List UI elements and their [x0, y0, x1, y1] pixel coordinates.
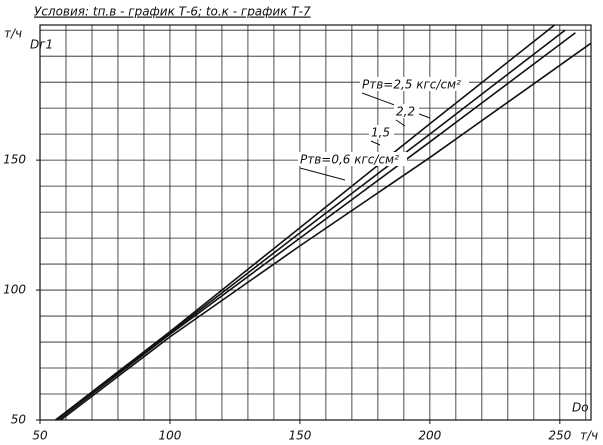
leader-line: [299, 167, 346, 181]
series-label: 2,2: [396, 105, 415, 119]
y-unit: т/ч: [4, 27, 22, 41]
y-label: Dг1: [30, 38, 53, 52]
y-tick-label: 150: [3, 153, 26, 167]
series-label: 1,5: [371, 126, 390, 140]
x-tick-label: 250: [548, 429, 571, 443]
x-label: Dо: [572, 401, 589, 415]
plot-frame: [39, 24, 592, 421]
series-line: [55, 24, 556, 421]
series-label: Pтв=0,6 кгс/см²: [300, 153, 399, 167]
x-tick-label: 100: [158, 429, 181, 443]
leader-line: [395, 119, 406, 127]
leader-line: [370, 140, 381, 146]
y-tick-label: 100: [3, 283, 26, 297]
x-tick-label: 150: [288, 429, 311, 443]
series-line: [57, 32, 576, 421]
label-bg: [298, 152, 407, 166]
series-line: [60, 42, 592, 421]
x-unit: т/ч: [580, 429, 598, 443]
series-line: [55, 29, 566, 421]
chart-title: Условия: tп.в - график Т-6; tо.к - графи…: [34, 5, 311, 19]
label-bg: [369, 125, 394, 139]
x-tick-label: 200: [418, 429, 441, 443]
label-bg: [394, 104, 419, 118]
label-bg: [360, 77, 469, 91]
y-tick-label: 50: [11, 413, 27, 427]
series-label: Pтв=2,5 кгс/см²: [362, 78, 461, 92]
x-tick-label: 50: [32, 429, 48, 443]
